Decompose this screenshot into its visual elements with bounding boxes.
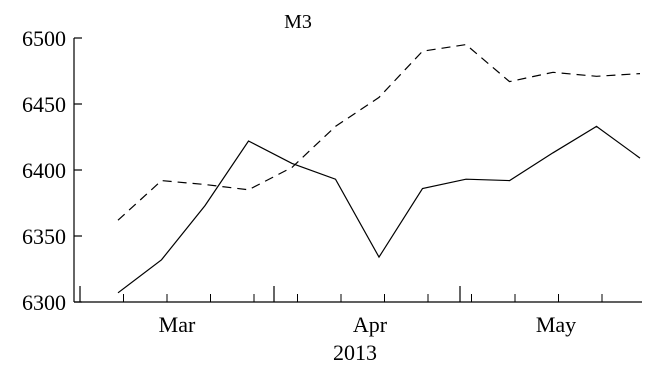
x-axis-ticks: Mar Apr May bbox=[79, 286, 603, 337]
y-tick-label: 6400 bbox=[22, 158, 66, 183]
x-tick-label: May bbox=[536, 312, 576, 337]
x-axis-title: 2013 bbox=[333, 340, 377, 365]
y-tick-label: 6500 bbox=[22, 26, 66, 51]
y-tick-label: 6350 bbox=[22, 224, 66, 249]
x-tick-label: Mar bbox=[159, 312, 196, 337]
series-line-dashed bbox=[117, 43, 641, 221]
chart-title: M3 bbox=[284, 11, 312, 33]
y-tick-label: 6450 bbox=[22, 92, 66, 117]
y-axis-ticks: 6300 6350 6400 6450 6500 bbox=[22, 26, 82, 315]
x-tick-label: Apr bbox=[353, 312, 388, 337]
series-layer bbox=[117, 43, 641, 294]
y-tick-label: 6300 bbox=[22, 290, 66, 315]
series-line-solid bbox=[117, 125, 641, 294]
